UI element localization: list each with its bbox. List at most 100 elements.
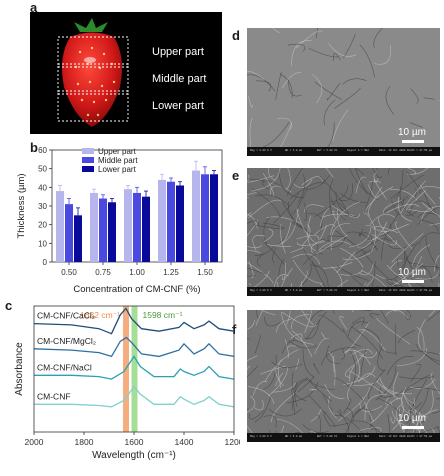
y-tick-label: 50 — [38, 165, 47, 174]
sem-fiber — [342, 78, 367, 85]
sem-fiber — [288, 78, 302, 97]
sem-fiber — [288, 340, 318, 349]
sem-meta-e-3: Signal A = SE2 — [347, 289, 369, 292]
sem-fiber — [348, 351, 367, 382]
sem-fiber — [273, 274, 289, 289]
sem-fiber — [302, 348, 314, 378]
sem-fiber — [413, 398, 421, 434]
sem-fiber — [339, 315, 348, 330]
sem-fiber — [373, 178, 379, 183]
sem-fiber — [321, 332, 326, 339]
sem-fiber — [247, 355, 258, 368]
x-axis-label: Wavelength (cm⁻¹) — [92, 450, 176, 461]
sem-fiber — [291, 380, 307, 411]
sem-fiber — [403, 390, 428, 418]
sem-fiber — [302, 424, 329, 433]
sem-footer-e — [247, 287, 440, 296]
sem-fiber — [427, 310, 440, 322]
sem-fiber — [350, 326, 383, 360]
sem-fiber — [322, 261, 353, 269]
sem-fiber — [333, 355, 335, 373]
sem-meta-f-0: Mag = 2.00 K X — [250, 435, 272, 438]
sem-fiber — [295, 358, 300, 370]
sem-fiber — [322, 213, 355, 218]
sem-fiber — [292, 179, 313, 188]
sem-fiber — [353, 378, 379, 386]
sem-fiber — [321, 347, 356, 366]
sem-fiber — [317, 240, 351, 252]
sem-meta-f-1: WD = 5.0 mm — [285, 435, 303, 438]
sem-fiber — [256, 80, 272, 92]
bar — [90, 192, 98, 262]
sem-fiber — [386, 356, 414, 376]
sem-fiber — [303, 253, 324, 266]
sem-fiber — [255, 310, 263, 326]
panel-label-b: b — [30, 140, 38, 155]
sem-fiber — [406, 168, 429, 175]
sem-fiber — [306, 174, 330, 190]
sem-fiber — [325, 168, 334, 178]
sem-fiber — [316, 234, 348, 255]
sem-fiber — [279, 170, 305, 199]
sem-fiber — [362, 251, 396, 285]
sem-fiber — [251, 188, 281, 219]
sem-fiber — [247, 174, 250, 181]
sem-fiber — [350, 348, 373, 356]
sem-fiber — [291, 40, 312, 66]
sem-fiber — [344, 322, 370, 355]
sem-fiber — [351, 317, 365, 326]
sem-fiber — [247, 249, 261, 253]
sem-fiber — [399, 241, 419, 273]
sem-fiber — [331, 266, 343, 289]
sem-fiber — [377, 345, 386, 372]
sem-fiber — [310, 240, 324, 253]
sem-fiber — [364, 394, 387, 421]
sem-fiber — [295, 30, 323, 49]
sem-fiber — [310, 264, 329, 290]
sem-fiber — [301, 224, 311, 246]
sem-fiber — [301, 176, 323, 186]
series-label: CM-CNF/NaCl — [37, 362, 92, 372]
sem-fiber — [408, 409, 415, 425]
sem-fiber — [390, 260, 403, 269]
sem-fiber — [315, 224, 328, 244]
y-tick-label: 40 — [38, 183, 47, 192]
sem-fiber — [385, 86, 395, 115]
sem-background — [247, 28, 440, 156]
legend-label: Lower part — [98, 165, 137, 174]
sem-footer-d — [247, 147, 440, 156]
bar — [56, 191, 64, 262]
sem-fiber — [292, 259, 323, 284]
thickness-bar-chart: 0 10 20 30 40 50 60 0.50 0.75 1.00 1.25 1.50 Upper p… — [16, 146, 223, 295]
sem-fiber — [336, 251, 356, 273]
sem-fiber — [271, 361, 303, 368]
sem-fiber — [323, 99, 336, 126]
strawberry-leaves — [74, 18, 108, 32]
sem-fiber — [360, 310, 372, 311]
middle-part-box — [57, 63, 129, 95]
sem-fiber — [403, 251, 405, 262]
sem-fiber — [314, 224, 336, 235]
sem-fiber — [291, 221, 303, 229]
sem-fiber — [326, 82, 341, 101]
sem-fiber — [397, 329, 415, 344]
sem-fiber — [314, 81, 342, 101]
sem-fiber — [347, 382, 353, 401]
sem-fiber — [300, 280, 302, 296]
sem-fiber — [347, 321, 369, 336]
sem-fiber — [425, 236, 440, 271]
sem-fiber — [304, 204, 324, 213]
sem-fiber — [416, 256, 423, 268]
scale-label-e: 10 µm — [398, 267, 426, 278]
sem-fiber — [423, 97, 440, 101]
sem-fiber — [374, 44, 392, 65]
sem-fiber — [383, 195, 409, 213]
sem-fiber — [399, 376, 435, 379]
panel-label-c: c — [5, 298, 13, 313]
sem-fiber — [416, 327, 425, 353]
panel-label-a: a — [30, 0, 38, 15]
sem-fiber — [403, 387, 439, 394]
sem-fiber — [264, 316, 281, 327]
sem-fiber — [406, 171, 421, 194]
spectrum-line — [34, 385, 235, 408]
